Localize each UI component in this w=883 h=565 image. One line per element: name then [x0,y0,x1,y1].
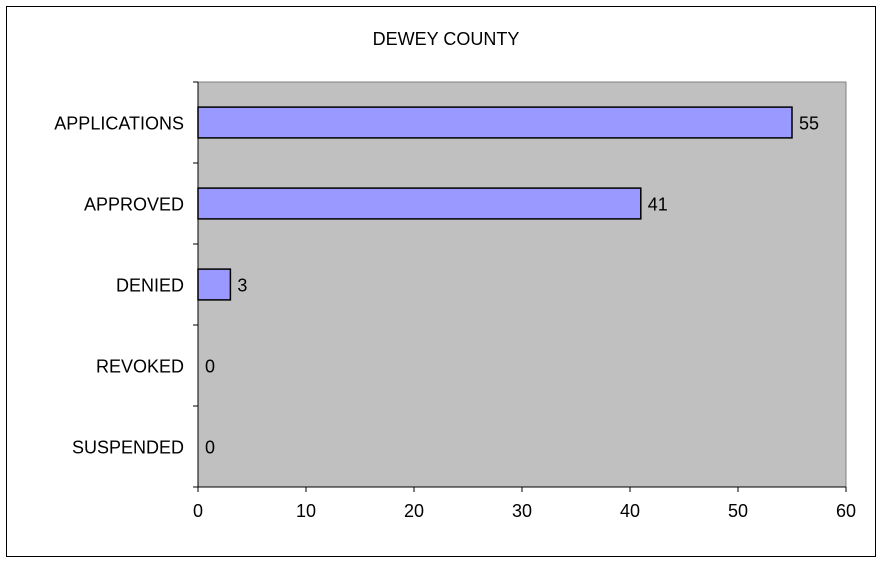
data-label-suspended: 0 [205,438,215,458]
data-label-denied: 3 [237,276,247,296]
chart-title: DEWEY COUNTY [373,29,520,49]
x-tick-label-0: 0 [193,501,203,521]
bar-denied [197,268,232,301]
category-label-approved: APPROVED [84,195,184,215]
category-label-denied: DENIED [116,276,184,296]
x-tick-label-50: 50 [728,501,748,521]
x-tick-label-30: 30 [512,501,532,521]
bar-approved [197,187,642,220]
data-label-revoked: 0 [205,357,215,377]
x-tick-label-10: 10 [296,501,316,521]
chart-frame: DEWEY COUNTY 55 41 3 0 0 APPLICATIONS APPROVE… [6,6,876,557]
x-tick-label-40: 40 [620,501,640,521]
data-label-applications: 55 [799,114,819,134]
bar-applications [197,106,793,139]
category-label-revoked: REVOKED [96,357,184,377]
x-tick-label-60: 60 [836,501,856,521]
x-tick-label-20: 20 [404,501,424,521]
category-label-applications: APPLICATIONS [54,114,184,134]
data-label-approved: 41 [648,195,668,215]
plot-area [197,81,847,488]
category-label-suspended: SUSPENDED [72,438,184,458]
